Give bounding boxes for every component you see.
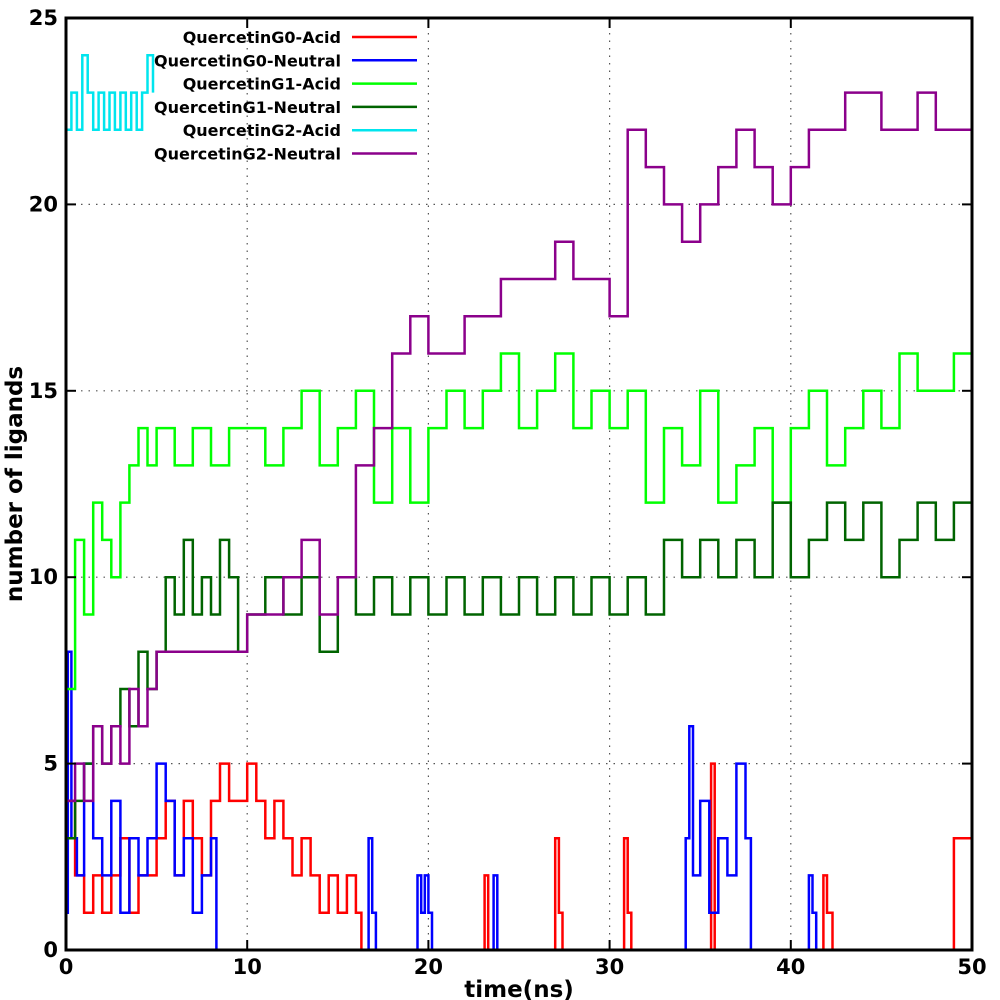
x-tick-label: 40	[776, 955, 805, 979]
legend-label-4: QuercetinG2-Acid	[183, 121, 341, 140]
x-tick-label: 0	[59, 955, 74, 979]
plot-frame	[64, 16, 974, 952]
series-line-4	[66, 54, 155, 132]
legend-label-1: QuercetinG0-Neutral	[154, 51, 341, 70]
legend-label-2: QuercetinG1-Acid	[183, 75, 341, 94]
x-tick-label: 20	[414, 955, 443, 979]
x-tick-label: 10	[233, 955, 262, 979]
x-tick-label: 30	[595, 955, 624, 979]
y-tick-label: 5	[43, 752, 58, 776]
y-tick-label: 20	[29, 192, 58, 216]
axis-ticks: 0 10 20 30 40 50 0 5 10 15 20 25	[29, 6, 987, 979]
y-tick-label: 0	[43, 938, 58, 962]
legend-label-0: QuercetinG0-Acid	[183, 28, 341, 47]
y-tick-label: 15	[29, 379, 58, 403]
legend-label-3: QuercetinG1-Neutral	[154, 98, 341, 117]
legend: QuercetinG0-Acid QuercetinG0-Neutral Querc…	[154, 28, 417, 164]
y-tick-label: 25	[29, 6, 58, 30]
series-line-5	[66, 91, 972, 803]
series-line-2	[66, 316, 974, 691]
y-axis-title: number of ligands	[2, 366, 28, 602]
legend-label-5: QuercetinG2-Neutral	[154, 145, 341, 164]
x-tick-label: 50	[957, 955, 986, 979]
x-axis-title: time(ns)	[464, 977, 574, 1000]
y-tick-label: 10	[29, 565, 58, 589]
